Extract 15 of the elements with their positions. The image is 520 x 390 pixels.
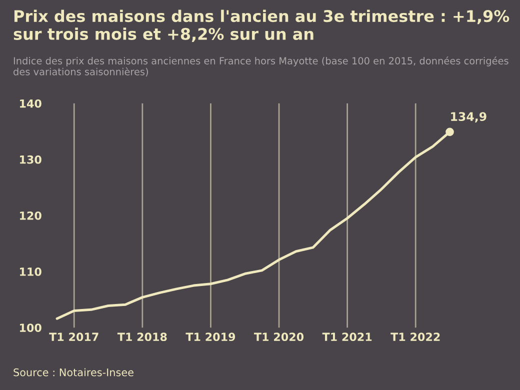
chart-title: Prix des maisons dans l'ancien au 3e trimestre : +1,9% sur trois mois et +8,2% sur un an	[14, 10, 510, 42]
x-tick-label: T1 2021	[322, 332, 372, 342]
chart-subtitle: Indice des prix des maisons anciennes en France hors Mayotte (base 100 en 2015, données corrigées des variations saisonnières)	[14, 56, 508, 76]
y-tick-label: 130	[20, 155, 42, 164]
y-tick-label: 120	[20, 211, 42, 220]
x-tick-label: T1 2018	[117, 332, 167, 342]
y-tick-label: 100	[20, 324, 42, 332]
data-label: 134,9	[451, 112, 486, 123]
x-tick-label: T1 2020	[254, 332, 304, 342]
x-tick-label: T1 2022	[390, 332, 440, 342]
x-tick-label: T1 2019	[186, 332, 236, 342]
source-note: Source : Notaires-Insee	[14, 368, 134, 376]
y-tick-label: 110	[20, 268, 42, 276]
x-tick-label: T1 2017	[49, 332, 98, 342]
y-tick-label: 140	[20, 99, 42, 108]
